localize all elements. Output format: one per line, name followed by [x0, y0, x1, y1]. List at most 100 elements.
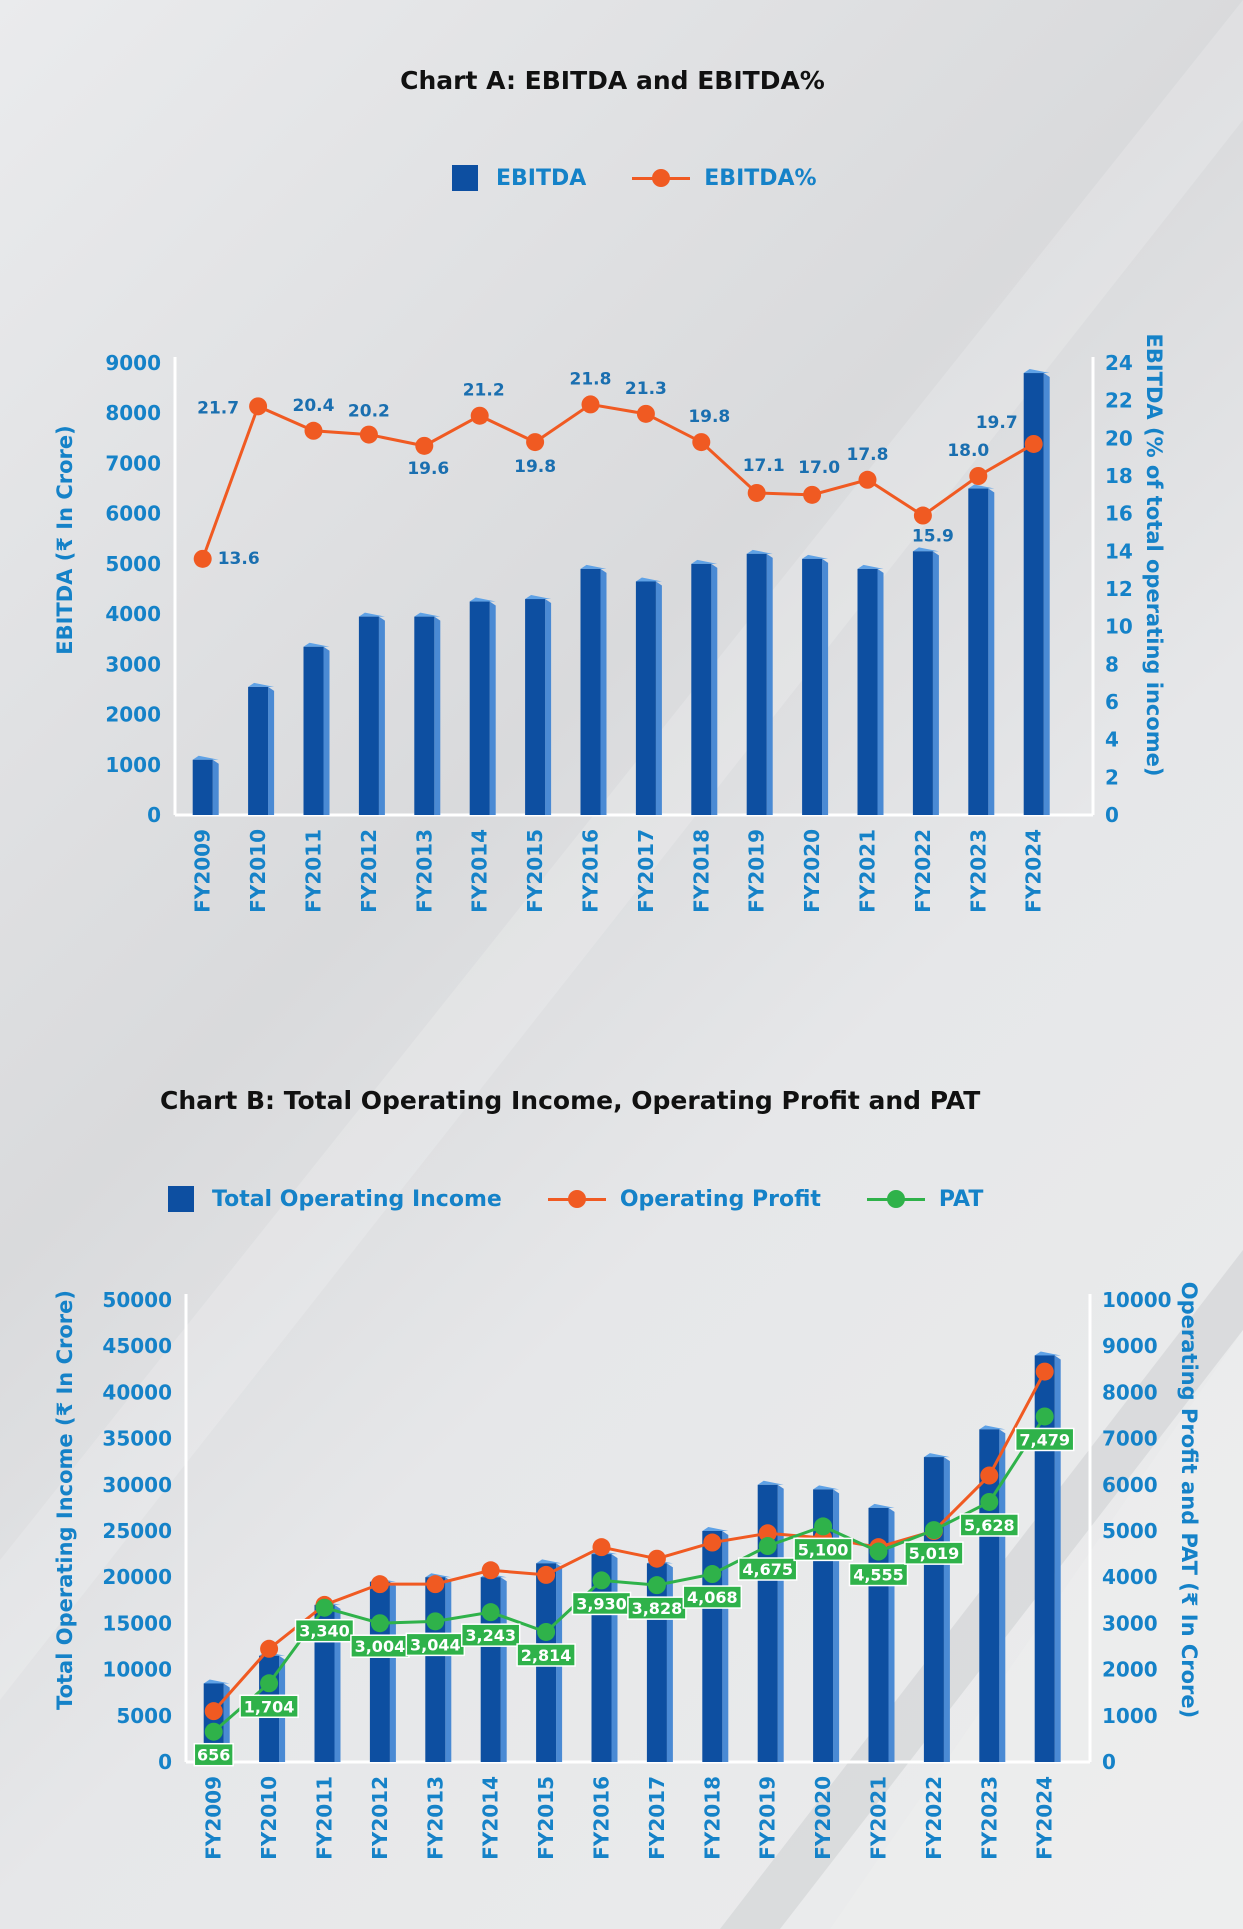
- pat-data-label: 3,044: [410, 1635, 461, 1654]
- y-right-tick-label: 0: [1105, 803, 1119, 827]
- bar-side: [1054, 1355, 1061, 1762]
- bar-top: [248, 682, 275, 687]
- x-tick-label: FY2020: [811, 1776, 835, 1860]
- chart-b-legend: Total Operating Income Operating Profit …: [168, 1186, 1029, 1212]
- y-left-tick-label: 10000: [102, 1658, 172, 1682]
- y-right-tick-label: 6000: [1102, 1473, 1158, 1497]
- bar-side: [877, 568, 884, 815]
- y-right-tick-label: 4: [1105, 728, 1119, 752]
- chart-a-y-left-title: EBITDA (₹ In Crore): [53, 425, 77, 654]
- ebitda-pct-data-label: 17.1: [743, 456, 785, 476]
- bar-top: [635, 577, 662, 582]
- bar-side: [822, 558, 829, 815]
- bar-top: [1023, 369, 1050, 374]
- bar: [469, 601, 490, 815]
- pat-data-label: 3,340: [299, 1622, 350, 1641]
- pat-data-label-box: [1014, 1427, 1075, 1452]
- bar: [968, 488, 989, 815]
- x-tick-label: FY2010: [246, 829, 270, 913]
- chart-b-y-left-title: Total Operating Income (₹ In Crore): [53, 1290, 77, 1710]
- y-left-tick-label: 20000: [102, 1565, 172, 1589]
- legend-label-ebitda-pct: EBITDA%: [704, 165, 817, 191]
- legend-label-ebitda: EBITDA: [496, 165, 587, 191]
- x-tick-label: FY2009: [202, 1776, 226, 1860]
- y-left-tick-label: 45000: [102, 1334, 172, 1358]
- y-right-tick-label: 22: [1105, 389, 1133, 413]
- y-left-tick-label: 4000: [105, 602, 161, 626]
- bar-top: [813, 1485, 840, 1490]
- x-tick-label: FY2016: [579, 829, 603, 913]
- bar-side: [766, 553, 773, 815]
- y-right-tick-label: 2: [1105, 765, 1119, 789]
- pat-data-label-box: [294, 1618, 355, 1643]
- bar-side: [600, 568, 607, 815]
- y-left-tick-label: 35000: [102, 1427, 172, 1451]
- bar-side: [999, 1429, 1006, 1762]
- pat-data-label: 3,828: [632, 1599, 683, 1618]
- legend-label-operating-profit: Operating Profit: [619, 1186, 821, 1212]
- bar: [580, 568, 601, 815]
- y-left-tick-label: 9000: [105, 351, 161, 375]
- bar-top: [580, 564, 607, 569]
- legend-item-total-operating-income: Total Operating Income: [168, 1186, 502, 1212]
- orange-point: [758, 1524, 777, 1543]
- bar-top: [192, 755, 219, 760]
- ebitda-pct-data-label: 17.0: [798, 458, 840, 478]
- orange-point: [1035, 1362, 1054, 1381]
- bar: [525, 599, 546, 815]
- orange-point: [481, 1561, 500, 1580]
- x-tick-label: FY2012: [368, 1776, 392, 1860]
- bar-top: [757, 1480, 784, 1485]
- pat-data-label: 7,479: [1019, 1430, 1070, 1449]
- orange-point: [913, 506, 932, 525]
- ebitda-pct-data-label: 19.8: [688, 407, 730, 427]
- pat-point: [481, 1603, 500, 1622]
- y-left-tick-label: 30000: [102, 1473, 172, 1497]
- bar: [923, 1457, 944, 1762]
- bar-top: [1034, 1351, 1061, 1356]
- orange-point: [636, 404, 655, 423]
- y-left-tick-label: 50000: [102, 1288, 172, 1312]
- bar-top: [414, 612, 441, 617]
- ebitda-pct-data-label: 18.0: [947, 441, 989, 461]
- orange-point: [304, 421, 323, 440]
- bar: [414, 616, 435, 815]
- pat-data-label: 4,555: [853, 1566, 904, 1585]
- x-tick-label: FY2019: [745, 829, 769, 913]
- chart-b-title: Chart B: Total Operating Income, Operati…: [160, 1086, 981, 1115]
- y-right-tick-label: 6: [1105, 690, 1119, 714]
- y-right-tick-label: 24: [1105, 351, 1133, 375]
- bar-side: [943, 1457, 950, 1762]
- pat-data-label: 656: [197, 1746, 230, 1765]
- pat-point: [703, 1565, 722, 1584]
- x-tick-label: FY2010: [257, 1776, 281, 1860]
- bar-side: [212, 759, 219, 815]
- bar: [691, 563, 712, 815]
- bar: [979, 1429, 1000, 1762]
- bar: [1034, 1355, 1055, 1762]
- legend-line-swatch-orange: [632, 165, 691, 191]
- pat-data-label-box: [904, 1541, 964, 1565]
- orange-point: [703, 1533, 722, 1552]
- series-line-orange: [212, 1370, 1047, 1713]
- pat-point: [980, 1492, 999, 1511]
- bar-side: [655, 581, 662, 815]
- x-tick-label: FY2014: [468, 829, 492, 913]
- pat-point: [315, 1598, 334, 1617]
- chart-a-y-right-title: EBITDA (% of total operating income): [1142, 334, 1166, 777]
- x-tick-label: FY2018: [689, 829, 713, 913]
- x-tick-label: FY2019: [756, 1776, 780, 1860]
- bar-top: [536, 1559, 563, 1564]
- x-tick-label: FY2012: [357, 829, 381, 913]
- pat-point: [204, 1722, 223, 1741]
- ebitda-pct-data-label: 20.4: [293, 396, 335, 416]
- y-left-tick-label: 1000: [105, 753, 161, 777]
- bar-side: [223, 1683, 230, 1762]
- bar-side: [389, 1581, 396, 1762]
- orange-point: [470, 406, 489, 425]
- pat-data-label-box: [682, 1585, 743, 1609]
- y-left-tick-label: 0: [147, 803, 161, 827]
- y-left-tick-label: 25000: [102, 1519, 172, 1543]
- pat-point: [260, 1674, 279, 1693]
- pat-data-label: 1,704: [244, 1697, 295, 1716]
